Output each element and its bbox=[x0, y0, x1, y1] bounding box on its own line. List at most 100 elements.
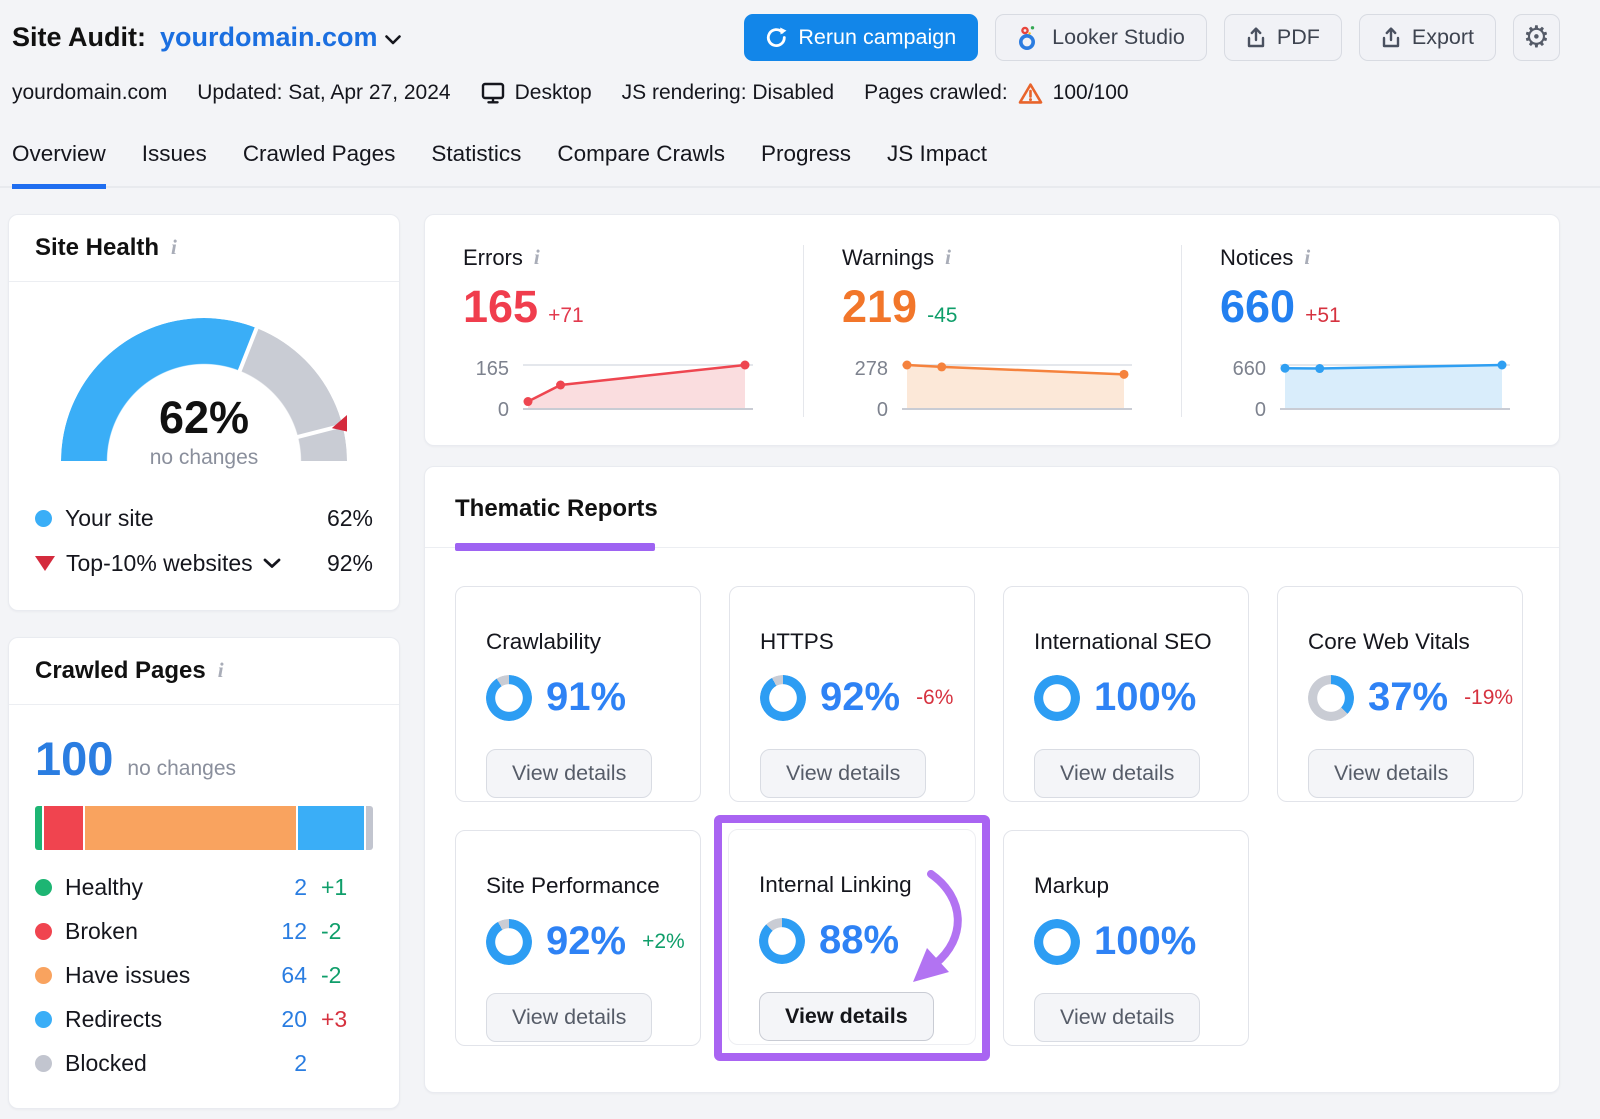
thematic-reports-title: Thematic Reports bbox=[455, 494, 658, 522]
meta-js-rendering: JS rendering: Disabled bbox=[621, 81, 835, 104]
crawled-pages-sub: no changes bbox=[127, 756, 237, 780]
row-value[interactable]: 2 bbox=[294, 1050, 307, 1076]
meta-pages-crawled: Pages crawled: 100/100 bbox=[864, 81, 1129, 105]
axis-min-label: 0 bbox=[876, 398, 888, 421]
site-health-sub: no changes bbox=[149, 445, 259, 469]
score-diff: -19% bbox=[1464, 685, 1514, 709]
highlight-frame: Internal Linking 88% View details bbox=[714, 814, 990, 1061]
red-dot-icon bbox=[35, 923, 52, 940]
thematic-reports-header: Thematic Reports bbox=[425, 467, 1559, 551]
warnings-header: Warnings i bbox=[842, 245, 1161, 271]
looker-studio-button[interactable]: Looker Studio bbox=[995, 14, 1207, 61]
tab-crawled-pages[interactable]: Crawled Pages bbox=[242, 141, 396, 166]
tab-statistics[interactable]: Statistics bbox=[431, 141, 522, 166]
donut-chart bbox=[1034, 918, 1080, 965]
rerun-campaign-button[interactable]: Rerun campaign bbox=[744, 14, 979, 61]
row-value[interactable]: 20 bbox=[281, 1006, 307, 1032]
view-details-button[interactable]: View details bbox=[760, 748, 927, 798]
site-health-legend: Your site 62% Top-10% websites 92% bbox=[9, 486, 399, 610]
row-value[interactable]: 12 bbox=[281, 918, 307, 944]
donut-chart bbox=[486, 674, 532, 721]
report-title: HTTPS bbox=[760, 628, 834, 654]
blue-dot-icon bbox=[35, 1011, 52, 1028]
bar-segment bbox=[43, 805, 84, 850]
row-diff: +1 bbox=[321, 874, 348, 900]
notices-area-chart bbox=[1280, 360, 1510, 410]
errors-value-row: 165 +71 bbox=[463, 281, 783, 333]
row-value[interactable]: 2 bbox=[294, 874, 307, 900]
site-health-value: 62% bbox=[158, 391, 250, 443]
view-details-button[interactable]: View details bbox=[759, 991, 934, 1041]
pdf-button[interactable]: PDF bbox=[1223, 14, 1342, 61]
warnings-area-chart bbox=[902, 360, 1132, 410]
info-icon[interactable]: i bbox=[171, 235, 177, 259]
left-column: Site Health i 62% no changes bbox=[8, 213, 400, 1119]
chart-axis-labels: 165 0 bbox=[463, 357, 509, 421]
tab-compare-crawls[interactable]: Compare Crawls bbox=[557, 141, 725, 166]
legend-value: 92% bbox=[326, 549, 373, 576]
row-value[interactable]: 64 bbox=[281, 962, 307, 988]
export-button[interactable]: Export bbox=[1358, 14, 1496, 61]
notices-value[interactable]: 660 bbox=[1220, 280, 1296, 332]
internal-linking-card: Internal Linking 88% View details bbox=[728, 828, 976, 1045]
chevron-down-icon[interactable] bbox=[263, 558, 281, 569]
header-actions: Rerun campaign Looker Studio bbox=[744, 14, 1560, 61]
report-title: Site Performance bbox=[486, 872, 660, 898]
legend-label: Top-10% websites bbox=[66, 549, 253, 576]
info-icon[interactable]: i bbox=[533, 245, 540, 269]
view-details-button[interactable]: View details bbox=[486, 992, 653, 1042]
warnings-value[interactable]: 219 bbox=[842, 280, 918, 332]
looker-studio-icon bbox=[1019, 25, 1036, 50]
axis-min-label: 0 bbox=[1254, 398, 1266, 421]
info-icon[interactable]: i bbox=[945, 245, 951, 269]
score-row: 100% bbox=[1034, 918, 1218, 965]
topbar: Site Audit: yourdomain.com Rerun campaig… bbox=[0, 0, 1600, 105]
errors-value[interactable]: 165 bbox=[463, 280, 539, 332]
pdf-label: PDF bbox=[1276, 25, 1320, 49]
view-details-button[interactable]: View details bbox=[1034, 992, 1201, 1042]
tab-issues[interactable]: Issues bbox=[141, 141, 207, 166]
crawled-pages-card: Crawled Pages i 100 no changes Healthy 2… bbox=[8, 636, 400, 1109]
list-item: Healthy 2 +1 bbox=[35, 866, 373, 910]
score-row: 100% bbox=[1034, 674, 1218, 721]
meta-updated: Updated: Sat, Apr 27, 2024 bbox=[197, 81, 451, 104]
score-value: 37% bbox=[1368, 675, 1449, 719]
view-details-button[interactable]: View details bbox=[1034, 748, 1201, 798]
notices-title: Notices bbox=[1220, 244, 1294, 270]
report-title: International SEO bbox=[1034, 628, 1212, 654]
warnings-value-row: 219 -45 bbox=[842, 281, 1161, 333]
warning-triangle-icon[interactable] bbox=[1018, 82, 1043, 105]
info-icon[interactable]: i bbox=[1304, 245, 1311, 269]
tab-js-impact[interactable]: JS Impact bbox=[887, 141, 988, 166]
settings-button[interactable]: ⚙ bbox=[1513, 14, 1560, 61]
warnings-column: Warnings i 219 -45 278 0 bbox=[803, 244, 1181, 421]
errors-trend-chart: 165 0 bbox=[463, 357, 783, 421]
score-value: 92% bbox=[546, 919, 627, 963]
green-dot-icon bbox=[35, 879, 52, 896]
site-performance-card: Site Performance 92% +2% View details bbox=[455, 829, 701, 1046]
score-value: 100% bbox=[1094, 919, 1197, 963]
campaign-meta-row: yourdomain.com Updated: Sat, Apr 27, 202… bbox=[12, 81, 1560, 105]
report-tabs: Overview Issues Crawled Pages Statistics… bbox=[0, 141, 1600, 189]
view-details-button[interactable]: View details bbox=[1308, 748, 1475, 798]
view-details-button[interactable]: View details bbox=[486, 748, 653, 798]
title-row: Site Audit: yourdomain.com Rerun campaig… bbox=[12, 14, 1560, 61]
crawled-pages-total: 100 bbox=[35, 731, 114, 785]
orange-dot-icon bbox=[35, 967, 52, 984]
row-label: Healthy bbox=[65, 874, 143, 900]
upload-icon bbox=[1247, 26, 1265, 47]
info-icon[interactable]: i bbox=[217, 658, 224, 682]
row-diff: -2 bbox=[321, 918, 342, 944]
domain-dropdown[interactable]: yourdomain.com bbox=[160, 22, 401, 53]
score-value: 100% bbox=[1094, 675, 1197, 719]
tab-progress[interactable]: Progress bbox=[760, 141, 852, 166]
international-seo-card: International SEO 100% View details bbox=[1003, 585, 1249, 802]
row-label: Blocked bbox=[65, 1050, 147, 1076]
tab-overview[interactable]: Overview bbox=[12, 141, 106, 189]
site-health-title: Site Health bbox=[35, 233, 160, 261]
errors-column: Errors i 165 +71 165 0 bbox=[425, 245, 803, 421]
score-value: 92% bbox=[820, 675, 901, 719]
errors-header: Errors i bbox=[463, 245, 783, 271]
notices-header: Notices i bbox=[1220, 245, 1539, 271]
donut-chart bbox=[486, 918, 532, 965]
